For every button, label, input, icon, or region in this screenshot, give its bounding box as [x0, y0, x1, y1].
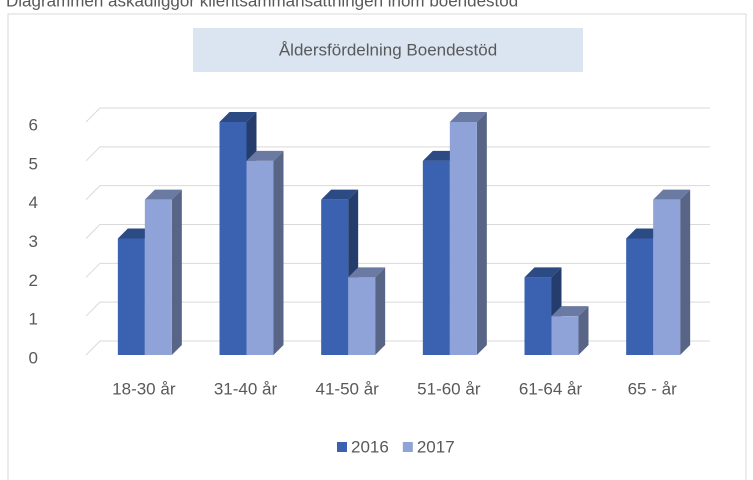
y-tick-label: 1: [29, 310, 38, 329]
bar: [348, 277, 376, 355]
bar-top: [551, 306, 589, 317]
bar: [524, 277, 552, 355]
grid-line: [85, 262, 710, 278]
bar-top: [348, 267, 386, 278]
bar: [422, 160, 450, 355]
y-tick-label: 2: [29, 271, 38, 290]
x-tick-label: 18-30 år: [112, 379, 176, 398]
bar-side: [476, 112, 487, 355]
bar-top: [144, 189, 182, 200]
bar-top: [449, 112, 487, 122]
bar-top: [653, 189, 691, 200]
bar: [321, 199, 349, 355]
bar: [117, 238, 145, 355]
x-tick-label: 61-64 år: [519, 379, 583, 398]
bar: [551, 316, 579, 355]
grid-line: [85, 340, 710, 356]
y-tick-label: 3: [29, 232, 38, 251]
y-tick-label: 5: [29, 154, 38, 173]
bar-side: [578, 306, 589, 355]
bar-side: [171, 189, 182, 355]
chart-title: Åldersfördelning Boendestöd: [279, 40, 497, 59]
x-tick-label: 31-40 år: [214, 379, 278, 398]
bar: [246, 160, 274, 355]
bar-side: [273, 150, 284, 355]
grid-line: [85, 224, 710, 239]
bar-top: [219, 112, 257, 122]
bar: [144, 199, 172, 355]
bar: [219, 122, 247, 355]
caption: Diagrammen åskådliggör klientsammansättn…: [6, 0, 518, 10]
chart-frame: [7, 13, 747, 480]
x-tick-label: 51-60 år: [417, 379, 481, 398]
legend-swatch: [402, 442, 413, 452]
legend-label: 2016: [351, 437, 389, 456]
bar: [653, 199, 681, 355]
x-tick-label: 41-50 år: [316, 379, 380, 398]
y-tick-label: 0: [29, 348, 38, 367]
bar-side: [680, 189, 691, 355]
title-box: [193, 28, 583, 72]
grid-line: [85, 185, 710, 201]
bar: [449, 122, 477, 355]
bar: [626, 238, 654, 355]
y-tick-label: 4: [29, 193, 38, 212]
grid-line: [85, 301, 710, 317]
legend-swatch: [337, 442, 347, 452]
y-tick-label: 6: [29, 115, 38, 134]
grid-line: [85, 107, 710, 123]
grid-line: [85, 146, 710, 162]
legend-label: 2017: [417, 437, 455, 456]
bar-top: [524, 267, 562, 278]
bar-side: [375, 267, 386, 355]
x-tick-label: 65 - år: [628, 379, 677, 398]
bar-top: [321, 189, 359, 200]
bar-top: [246, 150, 284, 161]
